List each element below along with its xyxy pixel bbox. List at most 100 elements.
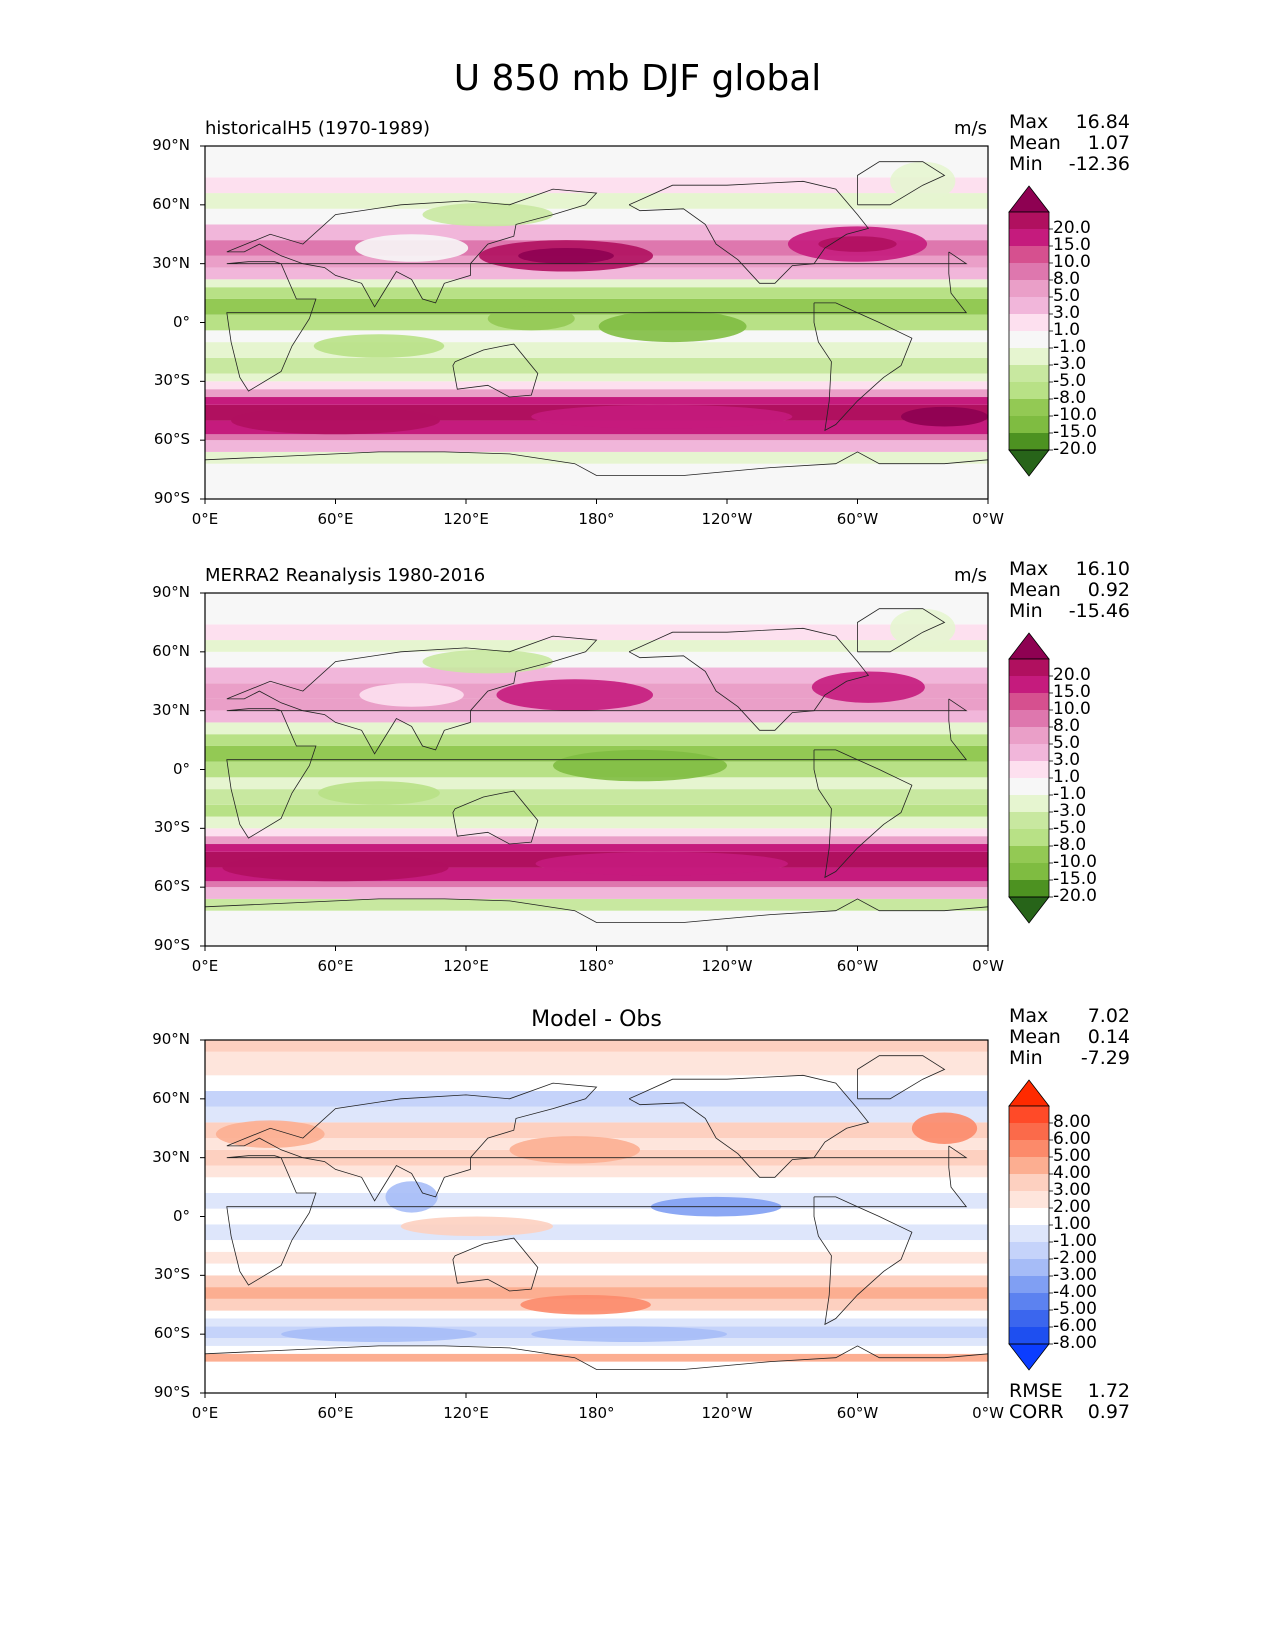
obs-field-band [205,710,988,723]
obs-stat-mean-value: 0.92 [1087,579,1130,601]
model-coastlines [205,161,988,476]
model-colorbar-segment [1009,433,1049,450]
model-y-tick-label: 30°N [152,253,190,272]
model-y-tick-label: 30°S [153,371,190,390]
obs-colorbar-max-extend [1008,632,1050,660]
diff-field [205,1040,988,1393]
obs-coastline [226,698,968,839]
model-coastline [226,251,968,392]
obs-colorbar-label: 20.0 [1053,665,1091,685]
diff-coastlines [205,1055,988,1370]
model-x-tick-label: 60°W [836,510,879,528]
model-colorbar-label: 15.0 [1053,235,1091,255]
model-field-band [205,463,988,499]
model-colorbar-label: -20.0 [1053,439,1097,459]
diff-colorbar-segment [1009,1157,1049,1174]
model-field-patch [901,406,988,427]
obs-x-tick-label: 0°W [972,957,1004,975]
obs-colorbar-label: -15.0 [1053,869,1097,889]
model-y-tick-label: 0° [172,312,190,331]
obs-colorbar-label: 3.0 [1053,750,1081,770]
obs-field-band [205,898,988,911]
diff-colorbar-label: 5.00 [1053,1146,1091,1166]
model-x-tick-label: 0°W [972,510,1004,528]
model-colorbar-segment [1009,331,1049,348]
diff-field-band [205,1122,988,1139]
diff-x-tick-label: 180° [578,1404,615,1422]
diff-field-band [205,1353,988,1362]
obs-colorbar-segment [1009,829,1049,846]
diff-colorbar-label: 8.00 [1053,1112,1091,1132]
obs-y-tick-label: 90°N [152,583,190,601]
model-coastline [226,188,598,308]
model-colorbar-label: 8.0 [1053,269,1081,289]
model-colorbar-label: -3.0 [1053,354,1087,374]
diff-x-tick-label: 60°E [317,1404,354,1422]
obs-colorbar-segment [1009,863,1049,880]
model-field-band [205,434,988,441]
obs-x-tick-label: 60°E [317,957,354,975]
model-field-band [205,267,988,280]
model-stat-min-value: -12.36 [1068,153,1130,175]
model-stat-min-label: Min [1009,153,1043,175]
diff-colorbar-label: -6.00 [1053,1316,1097,1336]
model-colorbar-label: -15.0 [1053,422,1097,442]
diff-field-band [205,1251,988,1264]
obs-field-band [205,667,988,684]
model-field-patch [598,310,747,343]
model-colorbar-segment [1009,229,1049,246]
diff-y-tick-label: 90°S [153,1383,190,1401]
model-field-band [205,389,988,398]
obs-y-tick-label: 30°S [153,818,190,837]
model-colorbar-label: 10.0 [1053,252,1091,272]
obs-field-band [205,640,988,652]
obs-units: m/s [954,565,987,586]
diff-colorbar-min-extend [1008,1343,1050,1371]
obs-colorbar-segment [1009,727,1049,744]
obs-colorbar-segment [1009,676,1049,693]
obs-colorbar-label: 8.0 [1053,716,1081,736]
obs-colorbar-label: 5.0 [1053,733,1081,753]
model-colorbar-label: -10.0 [1053,405,1097,425]
model-units: m/s [954,118,987,139]
diff-stat-min-label: Min [1009,1047,1043,1069]
model-stat-max-label: Max [1009,111,1049,133]
obs-y-tick-label: 90°S [153,936,190,954]
model-stat-mean-label: Mean [1009,132,1061,154]
model-field-band [205,314,988,331]
model-colorbar-label: 3.0 [1053,303,1081,323]
diff-colorbar-segment [1009,1242,1049,1259]
diff-y-tick-label: 0° [172,1206,190,1225]
model-x-tick-label: 0°E [191,510,219,528]
model-colorbar-segment [1009,263,1049,280]
diff-field-band [205,1177,988,1193]
diff-metric-corr-value: 0.97 [1087,1401,1130,1423]
model-field-band [205,287,988,299]
obs-field-patch [318,781,440,805]
obs-colorbar-label: 1.0 [1053,767,1081,787]
diff-coastline [226,1082,598,1202]
model-colorbar-segment [1009,365,1049,382]
diff-field-band [205,1090,988,1107]
diff-colorbar-segment [1009,1310,1049,1327]
obs-field-band [205,804,988,817]
model-y-tick-label: 90°S [153,489,190,507]
obs-coastline [452,790,539,845]
obs-y-tick-label: 30°N [152,700,190,719]
obs-field-band [205,881,988,888]
diff-panel-title: Model - Obs [531,1007,662,1032]
diff-colorbar-segment [1009,1123,1049,1140]
diff-y-tick-label: 60°N [152,1088,190,1107]
model-field-band [205,373,988,382]
diff-colorbar-segment [1009,1208,1049,1225]
diff-metric-corr-label: CORR [1009,1401,1064,1423]
diff-y-tick-label: 90°N [152,1030,190,1048]
model-colorbar-max-extend [1008,185,1050,213]
model-colorbar-label: -5.0 [1053,371,1087,391]
model-colorbar-label: -1.0 [1053,337,1087,357]
diff-coastline [205,1345,988,1370]
diff-coastline [628,1074,870,1178]
obs-coastlines [205,608,988,923]
